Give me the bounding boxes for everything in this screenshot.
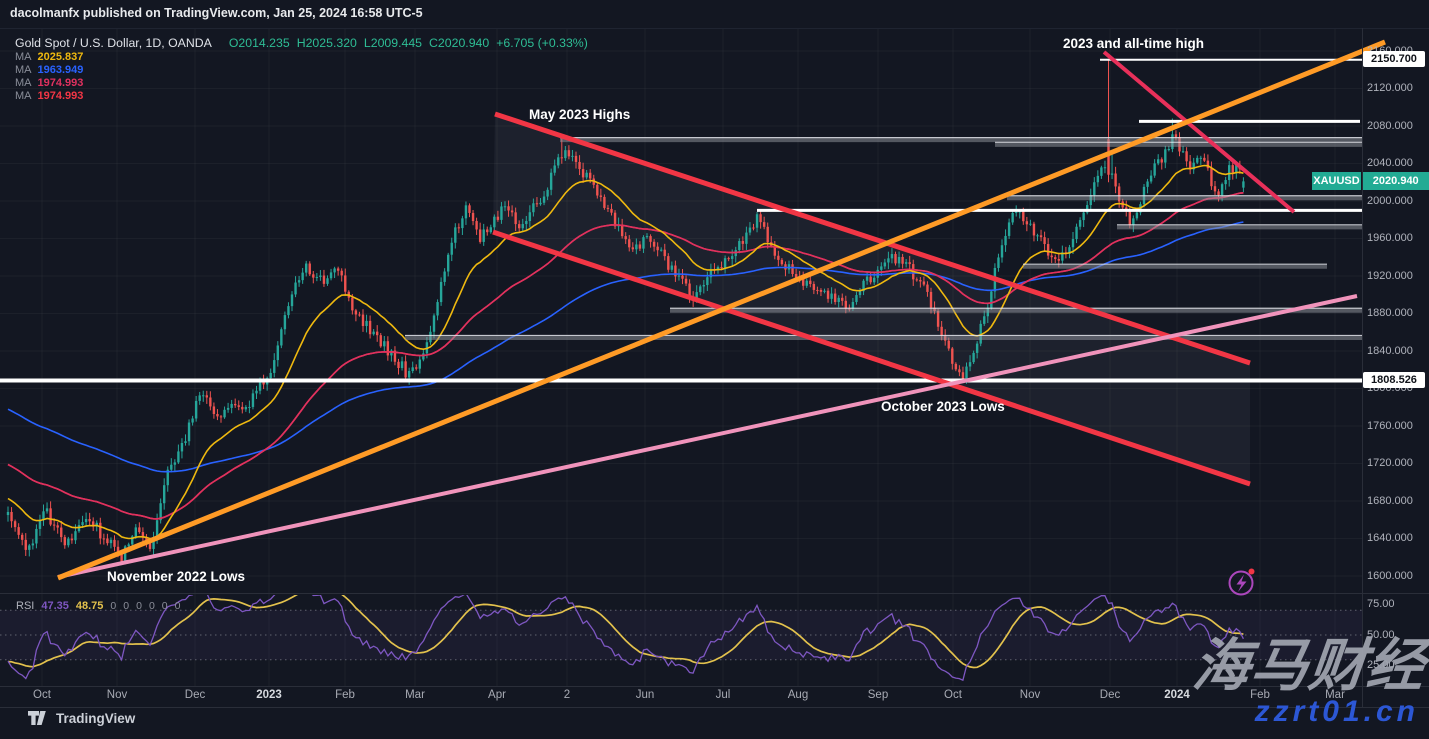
price-tick: 2040.000 [1367, 157, 1413, 169]
time-label: 2024 [1164, 689, 1190, 701]
ma-legend: MA 2025.837 MA 1963.949 MA 1974.993 MA 1974.993 [15, 51, 83, 103]
footer-logo[interactable]: TradingView [28, 711, 135, 726]
rsi-input-zero: 0 [161, 600, 168, 612]
time-label: Jun [635, 689, 655, 701]
time-label: Oct [33, 689, 51, 701]
ma-legend-row[interactable]: MA 1974.993 [15, 77, 83, 90]
MA-mid-100 [7, 192, 1244, 520]
last-price-badge: XAUUSD 2020.940 [1312, 172, 1429, 191]
tradingview-icon [28, 711, 46, 725]
price-line-label: 1808.526 [1363, 372, 1425, 388]
symbol-title: Gold Spot / U.S. Dollar, 1D, OANDA [15, 36, 212, 50]
rsi-label: RSI [16, 600, 35, 612]
brand-name: TradingView [56, 711, 136, 726]
main-pane [0, 50, 1362, 579]
time-label: Jul [715, 689, 731, 701]
rsi-tick: 25.00 [1367, 659, 1395, 671]
channel-upper [494, 111, 1251, 366]
ma-label: MA [15, 77, 32, 89]
time-label: Sep [867, 689, 889, 701]
ma-value: 1963.949 [37, 64, 84, 76]
price-tick: 1680.000 [1367, 494, 1413, 507]
time-label: Apr [488, 689, 506, 701]
ma-label: MA [15, 51, 32, 63]
rsi-pane [0, 595, 1362, 682]
rsi-input-zero: 0 [110, 600, 117, 612]
ma-legend-row[interactable]: MA 1974.993 [15, 90, 83, 103]
ma-value: 1974.993 [37, 77, 84, 89]
rsi-input-zero: 0 [123, 600, 130, 612]
price-tick: 1840.000 [1367, 344, 1413, 357]
symbol-legend[interactable]: Gold Spot / U.S. Dollar, 1D, OANDA O2014.… [15, 36, 588, 50]
price-line-label: 2150.700 [1363, 51, 1425, 68]
price-tick: 1720.000 [1367, 457, 1413, 469]
rsi-value: 47.35 [41, 600, 69, 612]
time-label: Mar [405, 689, 425, 701]
time-label: Dec [1099, 689, 1121, 701]
flash-icon[interactable] [1228, 568, 1255, 596]
december-downtrend [1102, 50, 1296, 214]
ma-label: MA [15, 64, 32, 76]
time-label: Nov [1019, 689, 1041, 701]
MA-fast-20 [7, 164, 1244, 540]
price-tick: 1760.000 [1367, 419, 1413, 432]
chart-annotation: October 2023 Lows [881, 399, 1005, 414]
ma-value: 2025.837 [37, 51, 84, 63]
price-tick: 2120.000 [1367, 82, 1413, 94]
rsi-input-zero: 0 [148, 600, 155, 612]
rsi-tick: 50.00 [1367, 629, 1395, 641]
price-tick: 1880.000 [1367, 307, 1413, 319]
badge-price: 2020.940 [1362, 172, 1429, 191]
rsi-legend[interactable]: RSI 47.35 48.75 0 0 0 0 0 0 [16, 600, 180, 612]
time-label: Oct [944, 689, 962, 701]
rsi-tick: 75.00 [1367, 598, 1395, 610]
orange-uptrend [57, 39, 1386, 581]
publish-header: dacolmanfx published on TradingView.com,… [10, 6, 423, 20]
time-axis[interactable]: Oct Nov Dec 2023 Feb Mar Apr 2 Jun Jul Aug Sep Oct No… [0, 689, 1362, 707]
time-label: Dec [184, 689, 206, 701]
price-tick: 1920.000 [1367, 269, 1413, 282]
badge-symbol: XAUUSD [1312, 172, 1361, 191]
pane-borders [0, 28, 1429, 708]
grid [0, 28, 1362, 686]
time-label: Aug [787, 689, 809, 701]
price-tick: 2000.000 [1367, 194, 1413, 207]
time-label: Nov [106, 689, 128, 701]
time-label: Feb [1250, 689, 1270, 701]
time-label: Feb [335, 689, 355, 701]
price-tick: 1600.000 [1367, 569, 1413, 582]
ohlc-values: O2014.235 H2025.320 L2009.445 C2020.940 +6.7… [228, 36, 588, 50]
rsi-line [7, 595, 1244, 682]
time-label: 2023 [256, 689, 282, 701]
ma-legend-row[interactable]: MA 1963.949 [15, 64, 83, 77]
rsi-input-zero: 0 [136, 600, 142, 612]
time-label: Mar [1325, 689, 1345, 701]
MA-slow-200 [7, 221, 1244, 473]
chart-annotation: November 2022 Lows [107, 569, 246, 584]
price-tick: 1640.000 [1367, 532, 1413, 544]
channel-lower [492, 229, 1251, 487]
rsi-ma-value: 48.75 [75, 600, 104, 612]
price-tick: 1960.000 [1367, 232, 1413, 244]
ma-legend-row[interactable]: MA 2025.837 [15, 51, 83, 64]
chart-annotation: 2023 and all-time high [1063, 36, 1205, 51]
rsi-input-zero: 0 [174, 600, 181, 612]
pink-uptrend [57, 294, 1358, 579]
rsi-ma-line [7, 595, 1244, 669]
ma-value: 1974.993 [37, 90, 84, 102]
ma-label: MA [15, 90, 32, 102]
change-value: +6.705 (+0.33%) [496, 36, 588, 50]
time-label: 2 [563, 689, 571, 701]
chart-annotation: May 2023 Highs [529, 107, 631, 122]
price-tick: 2080.000 [1367, 119, 1413, 132]
